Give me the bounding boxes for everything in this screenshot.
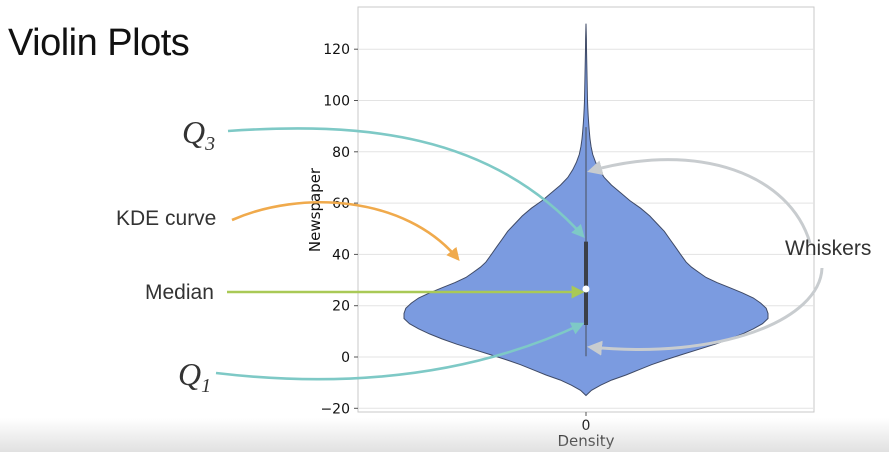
y-tick-label: 100: [323, 94, 350, 110]
q3-arrow: [227, 127, 585, 238]
q1-label: Q1: [178, 356, 211, 397]
whisker-bottom-arrow: [587, 267, 824, 356]
y-tick-label: 120: [323, 42, 350, 58]
median-label: Median: [145, 281, 214, 304]
whisker-top-arrow: [587, 158, 812, 244]
y-tick-label: 80: [332, 145, 350, 161]
y-axis-label: Newspaper: [306, 167, 324, 252]
slide-title: Violin Plots: [8, 22, 190, 64]
x-axis-label: Density: [557, 432, 614, 450]
y-tick-label: 20: [332, 299, 350, 315]
y-tick-label: 0: [341, 350, 350, 366]
y-tick-label: 40: [332, 247, 350, 263]
kde-arrow: [231, 201, 460, 262]
kde-curve-label: KDE curve: [116, 207, 216, 230]
whiskers-label: Whiskers: [785, 237, 871, 260]
x-axis-ticks: 0: [582, 412, 590, 434]
y-tick-label: −20: [320, 401, 350, 417]
q1-arrow: [215, 322, 585, 381]
q3-label: Q3: [182, 114, 215, 155]
median-marker: [582, 285, 590, 293]
